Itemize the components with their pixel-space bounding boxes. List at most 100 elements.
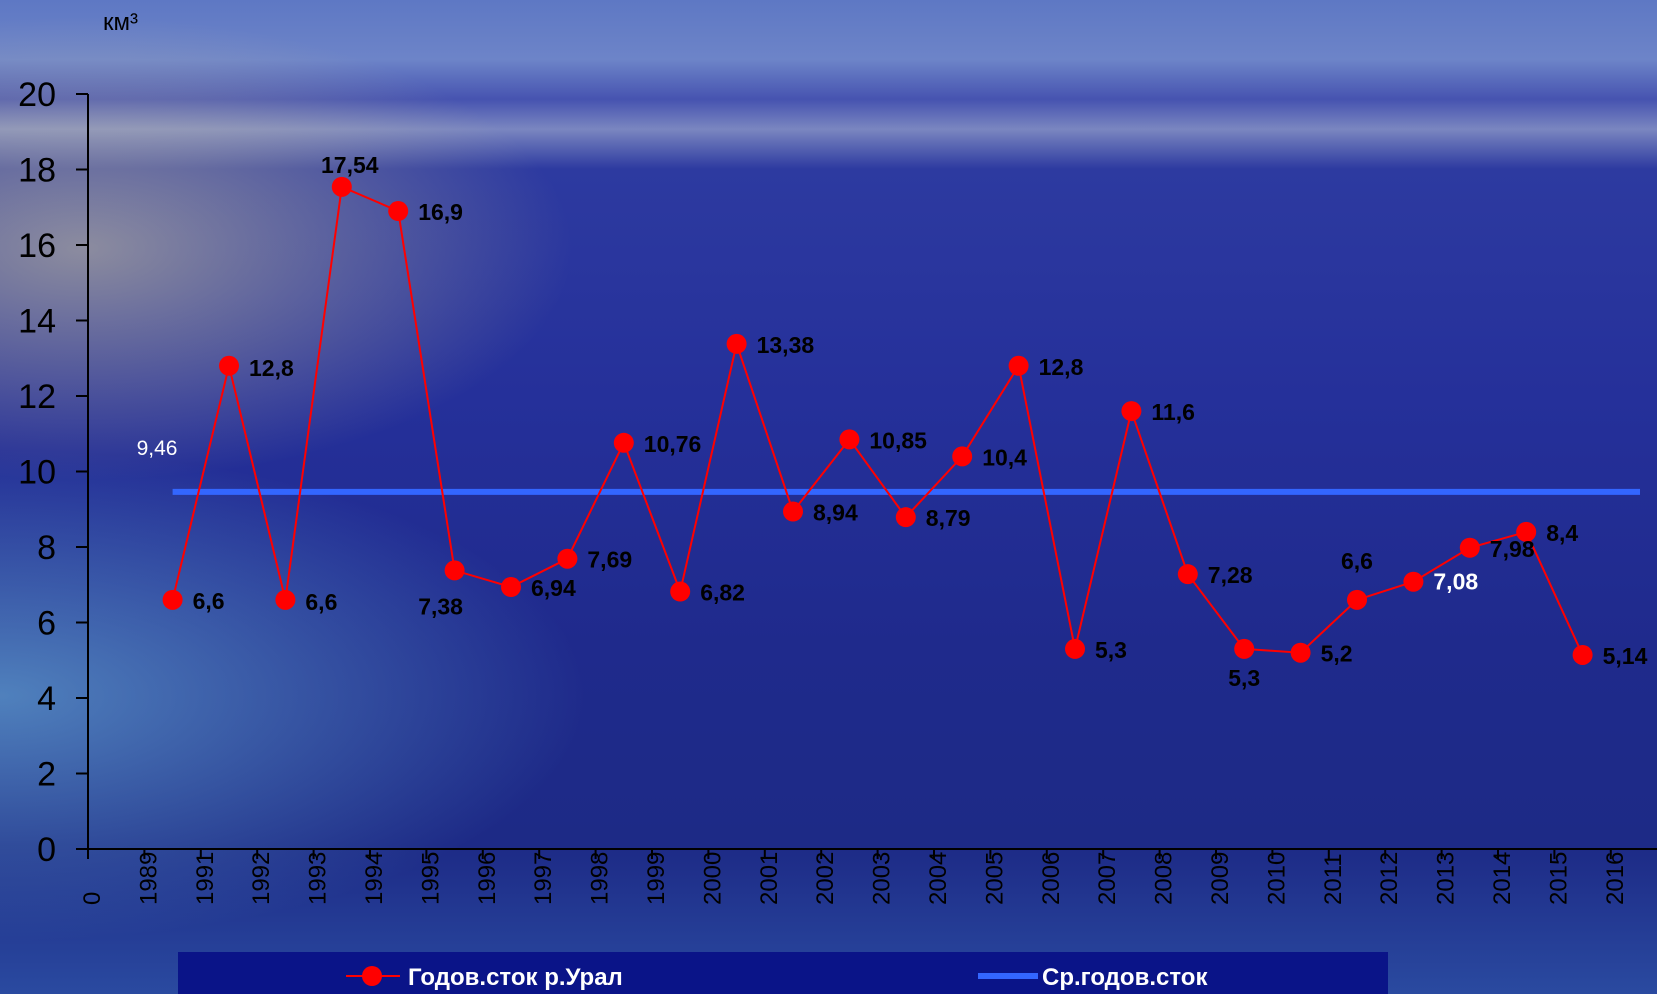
runoff-point [1572,644,1593,665]
runoff-data-label: 10,85 [869,427,927,453]
x-tick-label: 2013 [1433,852,1460,905]
runoff-data-label: 6,6 [193,588,225,614]
runoff-point [1403,571,1424,592]
runoff-data-label: 10,4 [982,444,1027,470]
runoff-point [501,577,521,598]
runoff-data-label: 7,28 [1208,562,1253,588]
runoff-data-label: 17,54 [321,152,379,178]
runoff-data-label: 5,3 [1228,665,1260,691]
x-tick-label: 2007 [1094,852,1121,905]
runoff-line [171,185,1584,656]
runoff-point [895,507,916,528]
runoff-data-label: 13,38 [757,332,815,358]
runoff-point [219,355,239,376]
runoff-point [1234,638,1255,659]
runoff-point [331,176,352,197]
runoff-data-label: 6,82 [700,580,745,606]
runoff-point [613,432,634,453]
x-tick-label: 2012 [1376,852,1403,905]
x-tick-label: 2010 [1263,852,1290,905]
x-tick-label: 1993 [305,852,332,905]
x-ticks: 0 1989 1991 1992 1993 1994 1995 1996 1997 1998 199… [79,849,1629,905]
legend-average-label: Ср.годов.сток [1042,964,1208,991]
y-tick-label: 12 [18,378,56,416]
runoff-point [1121,401,1142,422]
x-tick-label: 2016 [1602,852,1629,905]
legend: Годов.сток р.Урал Ср.годов.сток [178,952,1388,994]
runoff-data-label: 12,8 [1039,354,1084,380]
y-tick-label: 0 [37,831,56,869]
y-tick-label: 6 [37,605,56,643]
y-ticks: 0 2 4 6 8 10 12 14 16 18 20 [18,76,88,869]
x-tick-label: 1995 [417,852,444,905]
runoff-data-label: 5,2 [1321,641,1353,667]
runoff-data-label: 10,76 [644,431,702,457]
runoff-point [162,589,183,610]
x-tick-label: 2014 [1489,852,1516,905]
runoff-data-label: 6,6 [1341,548,1373,574]
y-axis-unit-label: км³ [103,9,138,36]
x-tick-label: 1994 [361,852,388,905]
x-tick-label: 1991 [192,852,219,905]
y-tick-label: 10 [18,454,56,492]
runoff-point [952,446,973,467]
legend-red-marker [362,966,382,986]
y-tick-label: 8 [37,529,56,567]
runoff-point [444,560,465,581]
y-tick-label: 2 [37,756,56,794]
data-labels: 9,46 6,6 12,8 6,6 17,54 16,9 7,38 6,94 7,69 10,76… [137,152,1648,691]
runoff-data-label: 12,8 [249,355,294,381]
runoff-data-label: 16,9 [418,199,463,225]
runoff-data-label: 8,79 [926,505,971,531]
y-tick-label: 20 [18,76,56,114]
average-value-label: 9,46 [137,437,178,460]
x-tick-label: 2005 [981,852,1008,905]
y-tick-label: 16 [18,227,56,265]
y-tick-label: 14 [18,303,56,341]
x-tick-label: 2011 [1320,853,1347,905]
runoff-point [1065,638,1085,659]
x-tick-label: 2008 [1151,852,1178,905]
runoff-data-label: 11,6 [1151,399,1195,425]
runoff-data-label: 8,4 [1546,520,1578,546]
y-tick-label: 4 [37,680,56,718]
runoff-point [670,581,691,602]
x-tick-label: 0 [79,892,106,905]
legend-series-label: Годов.сток р.Урал [408,964,623,991]
runoff-data-label: 7,98 [1490,536,1535,562]
x-tick-label: 1996 [474,852,501,905]
x-tick-label: 1998 [587,852,614,905]
runoff-data-label: 7,38 [418,593,463,619]
x-tick-label: 2003 [869,852,896,905]
runoff-point [275,589,296,610]
runoff-data-label: 7,08 [1433,569,1478,595]
runoff-point [839,429,860,450]
runoff-point [726,333,747,354]
y-tick-label: 18 [18,152,56,190]
x-tick-label: 2000 [699,852,726,905]
runoff-point [1459,537,1480,558]
runoff-point [1516,521,1537,542]
runoff-point [1290,642,1311,663]
x-tick-label: 2015 [1545,852,1572,905]
runoff-point [1008,355,1029,376]
runoff-data-label: 5,3 [1095,637,1127,663]
runoff-data-label: 7,69 [587,547,632,573]
x-tick-label: 1992 [248,852,275,905]
runoff-point [557,548,578,569]
runoff-point [388,201,409,222]
x-tick-label: 2009 [1207,852,1234,905]
x-tick-label: 2002 [812,852,839,905]
runoff-point [783,501,803,522]
runoff-point [1347,589,1367,610]
x-tick-label: 1997 [530,852,557,905]
runoff-data-label: 6,6 [305,589,337,615]
series [162,176,1640,665]
x-tick-label: 1989 [135,852,162,905]
runoff-data-label: 8,94 [813,500,858,526]
x-tick-label: 1999 [643,852,670,905]
x-tick-label: 2001 [756,852,783,905]
x-tick-label: 2006 [1038,852,1065,905]
